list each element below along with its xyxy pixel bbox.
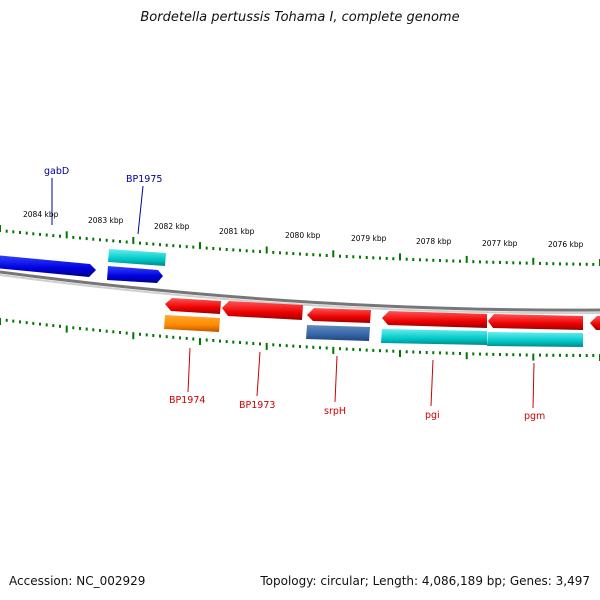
scale-label: 2084 kbp <box>23 210 59 219</box>
scale-label: 2080 kbp <box>285 231 321 240</box>
scale-label: 2083 kbp <box>88 216 124 225</box>
genome-summary-text: Topology: circular; Length: 4,086,189 bp… <box>260 574 590 588</box>
scale-ticks-lower <box>0 318 600 361</box>
scale-label: 2082 kbp <box>154 222 190 231</box>
scale-label: 2077 kbp <box>482 239 518 248</box>
genome-title: Bordetella pertussis Tohama I, complete … <box>140 10 460 25</box>
scale-label: 2081 kbp <box>219 227 255 236</box>
gene-srpH[interactable] <box>306 325 370 341</box>
forward-strand-genes <box>0 249 166 283</box>
scale-labels: 2084 kbp 2083 kbp 2082 kbp 2081 kbp 2080… <box>23 210 584 249</box>
gene-labels: gabD BP1975 BP1974 BP1973 srpH pgi pgm <box>44 166 545 422</box>
gene-red-5[interactable] <box>488 314 583 330</box>
scale-label: 2076 kbp <box>548 240 584 249</box>
reverse-strand-genes <box>164 298 600 347</box>
gene-pgm[interactable] <box>487 332 583 347</box>
scale-label: 2079 kbp <box>351 234 387 243</box>
gene-label-BP1975: BP1975 <box>126 174 162 185</box>
gene-red-6[interactable] <box>590 316 600 330</box>
gene-BP1975[interactable] <box>108 249 166 266</box>
gene-red-3[interactable] <box>307 308 371 323</box>
label-leaders <box>51 178 535 409</box>
scale-label: 2078 kbp <box>416 237 452 246</box>
genome-backbone <box>0 270 600 315</box>
gene-label-srpH: srpH <box>324 406 346 417</box>
gene-label-BP1974: BP1974 <box>169 395 205 406</box>
gene-red-4[interactable] <box>382 311 487 328</box>
gene-BP1974[interactable] <box>164 315 220 332</box>
gene-label-gabD: gabD <box>44 166 69 177</box>
gene-red-1[interactable] <box>165 298 221 314</box>
accession-text: Accession: NC_002929 <box>9 574 146 588</box>
gene-forward-blue[interactable] <box>107 266 163 283</box>
scale-ticks-upper <box>0 225 600 266</box>
gene-label-pgi: pgi <box>425 410 440 421</box>
gene-gabD[interactable] <box>0 255 96 277</box>
gene-label-BP1973: BP1973 <box>239 400 275 411</box>
gene-BP1973[interactable] <box>222 301 303 320</box>
gene-pgi[interactable] <box>381 329 487 345</box>
gene-label-pgm: pgm <box>524 411 545 422</box>
